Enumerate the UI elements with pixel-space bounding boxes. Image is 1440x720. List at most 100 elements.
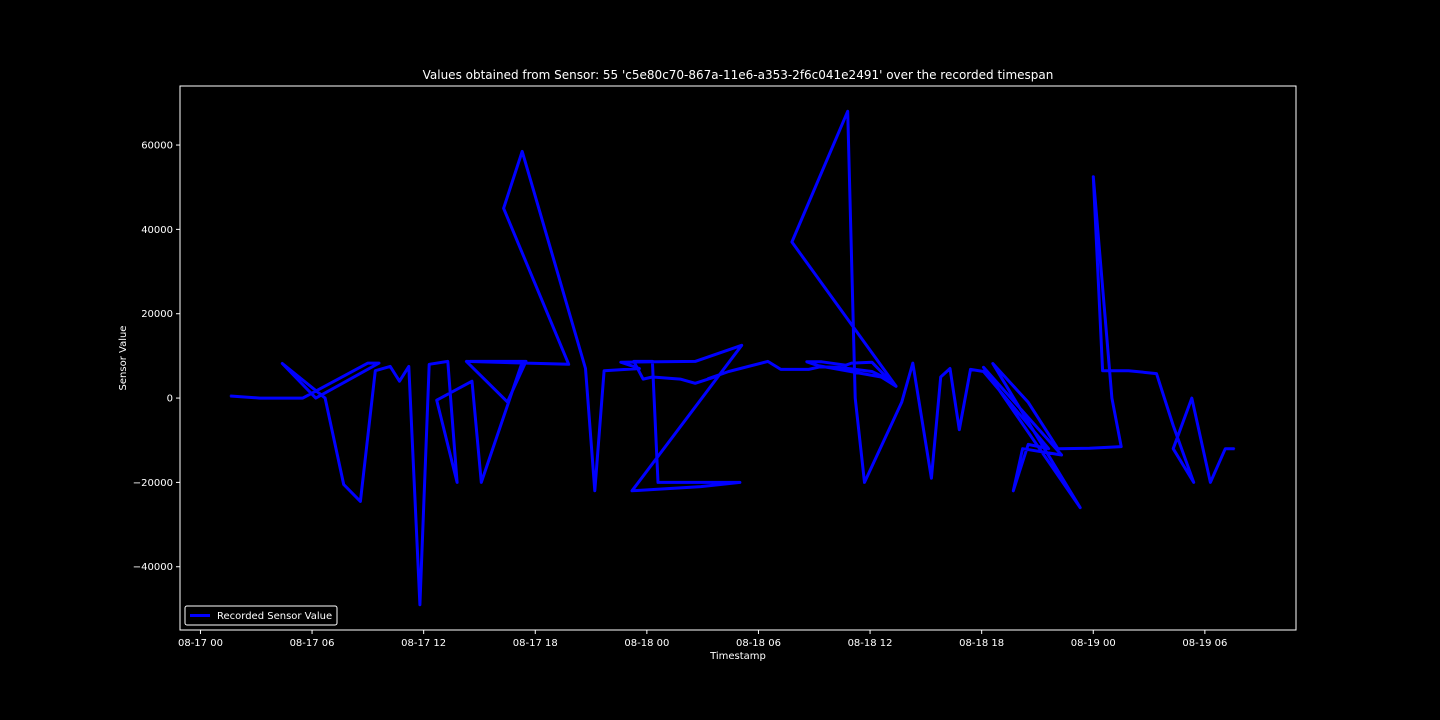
data-point <box>259 397 261 399</box>
data-point <box>521 150 523 152</box>
x-tick-label: 08-17 12 <box>401 638 446 649</box>
data-point <box>456 481 458 483</box>
data-point <box>895 385 897 387</box>
data-point <box>343 483 345 486</box>
x-tick-label: 08-19 00 <box>1071 638 1116 649</box>
data-point <box>707 378 709 380</box>
data-point <box>1048 448 1050 450</box>
data-point <box>506 401 508 403</box>
data-point <box>780 368 782 370</box>
data-point <box>767 360 769 362</box>
data-point <box>638 367 641 370</box>
data-point <box>821 361 823 363</box>
data-point <box>819 366 821 368</box>
data-point <box>880 376 882 378</box>
data-point <box>901 401 903 403</box>
y-tick-label: 20000 <box>141 309 173 320</box>
data-point <box>480 481 482 483</box>
data-point <box>728 370 730 373</box>
data-point <box>694 382 696 384</box>
data-point <box>992 362 994 365</box>
data-point <box>1172 424 1174 427</box>
data-point <box>854 397 856 399</box>
data-point <box>817 365 819 367</box>
data-point <box>521 361 523 363</box>
data-point <box>1012 490 1014 492</box>
data-point <box>716 375 719 377</box>
data-point <box>651 360 654 362</box>
data-point <box>871 370 873 373</box>
data-point <box>949 367 951 370</box>
legend-label: Recorded Sensor Value <box>217 611 332 622</box>
x-tick-label: 08-18 06 <box>736 638 781 649</box>
x-tick-label: 08-19 06 <box>1182 638 1227 649</box>
data-point <box>398 380 401 382</box>
data-point <box>741 344 743 346</box>
data-point <box>1191 397 1193 399</box>
data-point <box>603 370 605 372</box>
data-point <box>408 365 410 367</box>
data-point <box>871 361 873 363</box>
data-point <box>436 399 438 401</box>
x-tick-label: 08-18 12 <box>848 638 893 649</box>
data-point <box>863 481 866 483</box>
x-axis-title: Timestamp <box>709 651 766 662</box>
data-point <box>281 362 283 365</box>
data-point <box>620 361 622 363</box>
data-point <box>1172 448 1174 450</box>
data-point <box>315 397 317 399</box>
data-point <box>808 368 810 370</box>
data-point <box>324 397 326 399</box>
data-point <box>969 368 972 370</box>
plot-layer <box>229 109 1236 607</box>
data-point <box>428 363 430 365</box>
y-tick-label: −20000 <box>133 478 173 489</box>
data-point <box>229 395 231 397</box>
data-point <box>389 365 391 367</box>
data-point <box>469 360 471 362</box>
data-point <box>651 376 654 378</box>
data-point <box>465 360 467 362</box>
y-tick-label: 0 <box>167 394 173 405</box>
data-point <box>657 481 659 483</box>
y-axis-title: Sensor Value <box>118 326 129 391</box>
data-point <box>594 490 596 492</box>
data-point <box>1057 448 1059 450</box>
data-point <box>1022 448 1024 450</box>
data-point <box>1027 401 1029 403</box>
data-point <box>631 490 633 492</box>
data-point <box>679 378 681 380</box>
y-axis: −40000 −20000 0 20000 40000 60000 <box>133 141 180 573</box>
data-point <box>806 361 808 363</box>
data-point <box>367 362 369 364</box>
data-point <box>700 486 702 488</box>
data-point <box>419 604 421 606</box>
data-point <box>1128 370 1130 372</box>
data-point <box>1027 443 1029 445</box>
y-tick-label: −40000 <box>133 562 173 573</box>
data-point <box>1234 448 1236 450</box>
data-point <box>1102 370 1104 372</box>
data-point <box>1209 481 1211 483</box>
data-point <box>378 362 380 364</box>
data-point <box>837 366 840 368</box>
data-point <box>1061 454 1063 456</box>
data-point <box>845 364 847 366</box>
data-point <box>525 360 527 362</box>
x-tick-label: 08-17 18 <box>513 638 558 649</box>
data-point <box>359 500 361 502</box>
data-point <box>584 367 587 370</box>
data-point <box>1224 448 1226 450</box>
chart-title: Values obtained from Sensor: 55 'c5e80c7… <box>423 68 1054 82</box>
data-point <box>850 362 853 364</box>
x-axis: 08-17 00 08-17 06 08-17 12 08-17 18 08-18 00… <box>178 630 1227 649</box>
data-point <box>847 110 849 112</box>
data-point <box>642 378 644 380</box>
data-point <box>447 360 449 362</box>
data-point <box>374 370 376 372</box>
legend-box <box>184 605 338 626</box>
data-point <box>568 363 570 365</box>
y-tick-label: 40000 <box>141 225 173 236</box>
